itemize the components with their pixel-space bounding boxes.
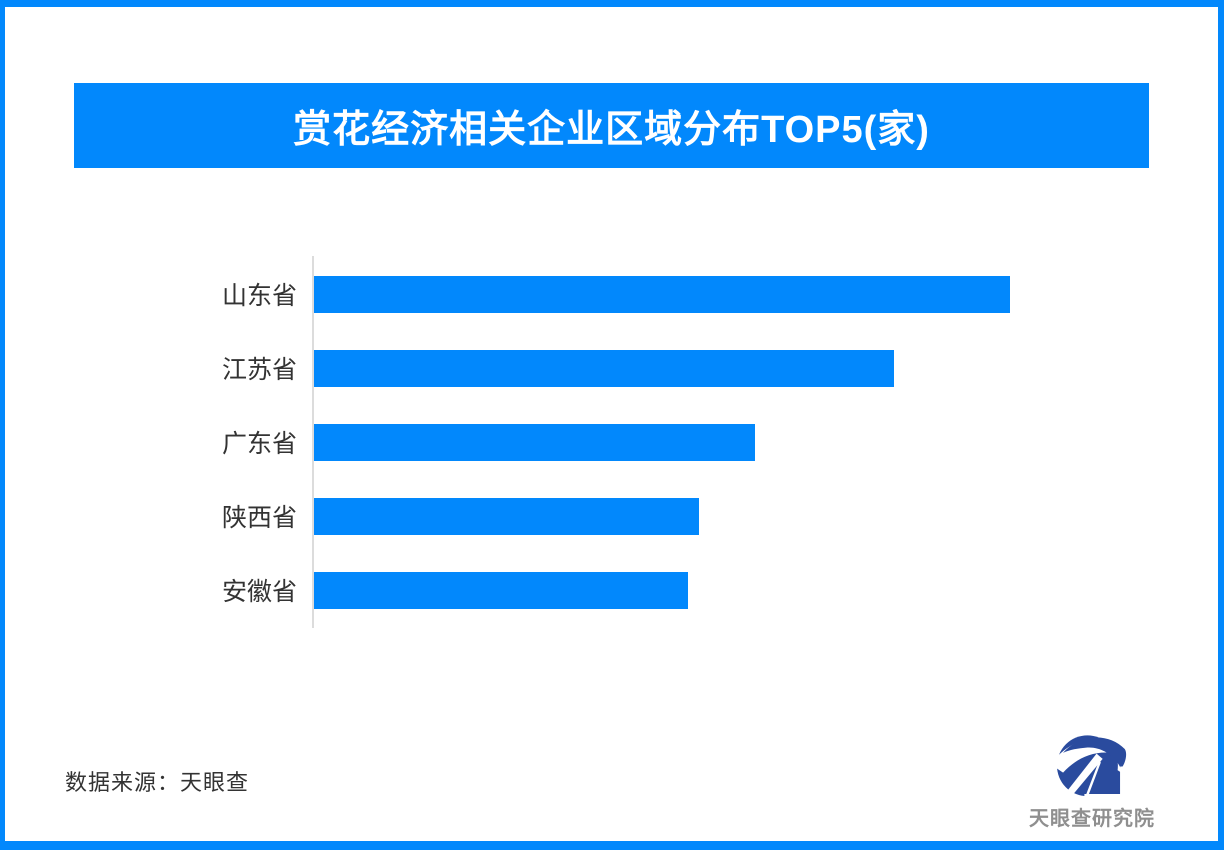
chart-title: 赏花经济相关企业区域分布TOP5(家) xyxy=(293,109,930,151)
chart-row: 广东省 xyxy=(180,405,1080,479)
chart-rows: 山东省江苏省广东省陕西省安徽省 xyxy=(180,257,1080,627)
chart-title-banner: 赏花经济相关企业区域分布TOP5(家) xyxy=(74,83,1149,168)
data-source-label: 数据来源：天眼查 xyxy=(65,770,250,795)
category-label: 广东省 xyxy=(221,430,297,458)
chart-row: 山东省 xyxy=(180,257,1080,331)
bar-chart: 山东省江苏省广东省陕西省安徽省 xyxy=(180,256,1080,628)
chart-row: 安徽省 xyxy=(180,553,1080,627)
chart-row: 江苏省 xyxy=(180,331,1080,405)
tianyancha-research-logo: 天眼查研究院 xyxy=(1028,730,1156,831)
y-axis-line xyxy=(312,256,314,628)
bar xyxy=(314,275,1010,313)
category-label: 安徽省 xyxy=(221,578,297,606)
category-label: 山东省 xyxy=(221,282,297,310)
category-label: 陕西省 xyxy=(221,504,297,532)
chart-row: 陕西省 xyxy=(180,479,1080,553)
tianyancha-logo-icon xyxy=(1053,735,1131,797)
bar xyxy=(314,349,894,387)
logo-text: 天眼查研究院 xyxy=(1029,808,1155,830)
category-label: 江苏省 xyxy=(221,356,297,384)
bar xyxy=(314,571,688,609)
bar xyxy=(314,423,755,461)
bar xyxy=(314,497,699,535)
